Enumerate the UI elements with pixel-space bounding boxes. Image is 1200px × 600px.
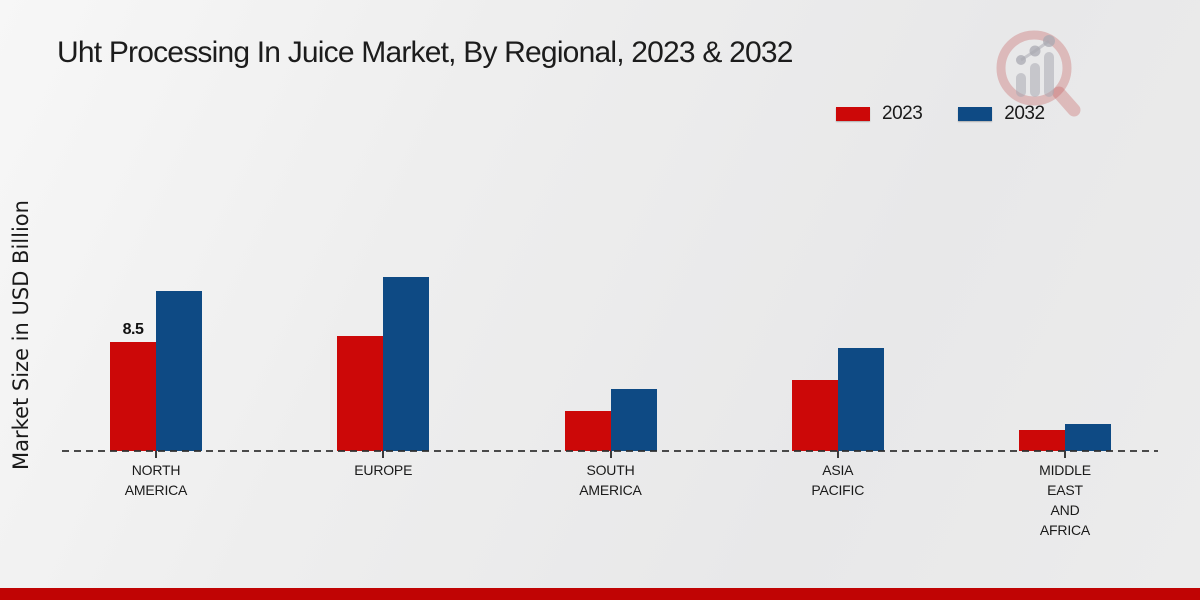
legend-item-2032: 2032	[958, 103, 1045, 125]
legend-item-2023: 2023	[836, 103, 923, 125]
category-label-asia-pacific: ASIA PACIFIC	[811, 462, 865, 498]
category-label-middle-east-and-africa: MIDDLE EAST AND AFRICA	[1039, 462, 1091, 538]
bar-2032-south-america	[610, 389, 657, 451]
category-label-north-america: NORTH AMERICA	[124, 462, 188, 498]
legend-swatch-2023	[836, 107, 870, 121]
x-axis-tick-asia-pacific	[836, 451, 839, 458]
bar-2023-south-america	[564, 411, 611, 451]
x-axis-tick-north-america	[155, 451, 157, 458]
x-axis-tick-south-america	[609, 451, 612, 458]
magnifier-bar-chart-logo	[996, 30, 1081, 117]
category-label-south-america: SOUTH AMERICA	[579, 462, 642, 498]
legend: 2023 2032	[836, 103, 1045, 125]
bar-2023-asia-pacific	[791, 380, 838, 451]
bar-2023-north-america	[110, 342, 156, 451]
legend-swatch-2032	[958, 107, 993, 121]
chart-title: Uht Processing In Juice Market, By Regio…	[57, 36, 793, 69]
bar-2032-middle-east-and-africa	[1065, 424, 1111, 451]
bar-2023-europe	[337, 336, 384, 451]
bar-2032-europe	[383, 277, 430, 451]
brand-footer-strip	[0, 588, 1200, 600]
bar-value-label-2023-north-america: 8.5	[122, 321, 144, 338]
legend-label-2023: 2023	[882, 103, 923, 124]
x-axis-tick-middle-east-and-africa	[1064, 451, 1066, 458]
bar-2032-asia-pacific	[837, 348, 884, 451]
category-label-europe: EUROPE	[354, 462, 413, 478]
bar-2032-north-america	[156, 291, 202, 451]
legend-label-2032: 2032	[1004, 103, 1045, 124]
x-axis-tick-europe	[382, 451, 385, 458]
bar-2023-middle-east-and-africa	[1019, 430, 1065, 451]
